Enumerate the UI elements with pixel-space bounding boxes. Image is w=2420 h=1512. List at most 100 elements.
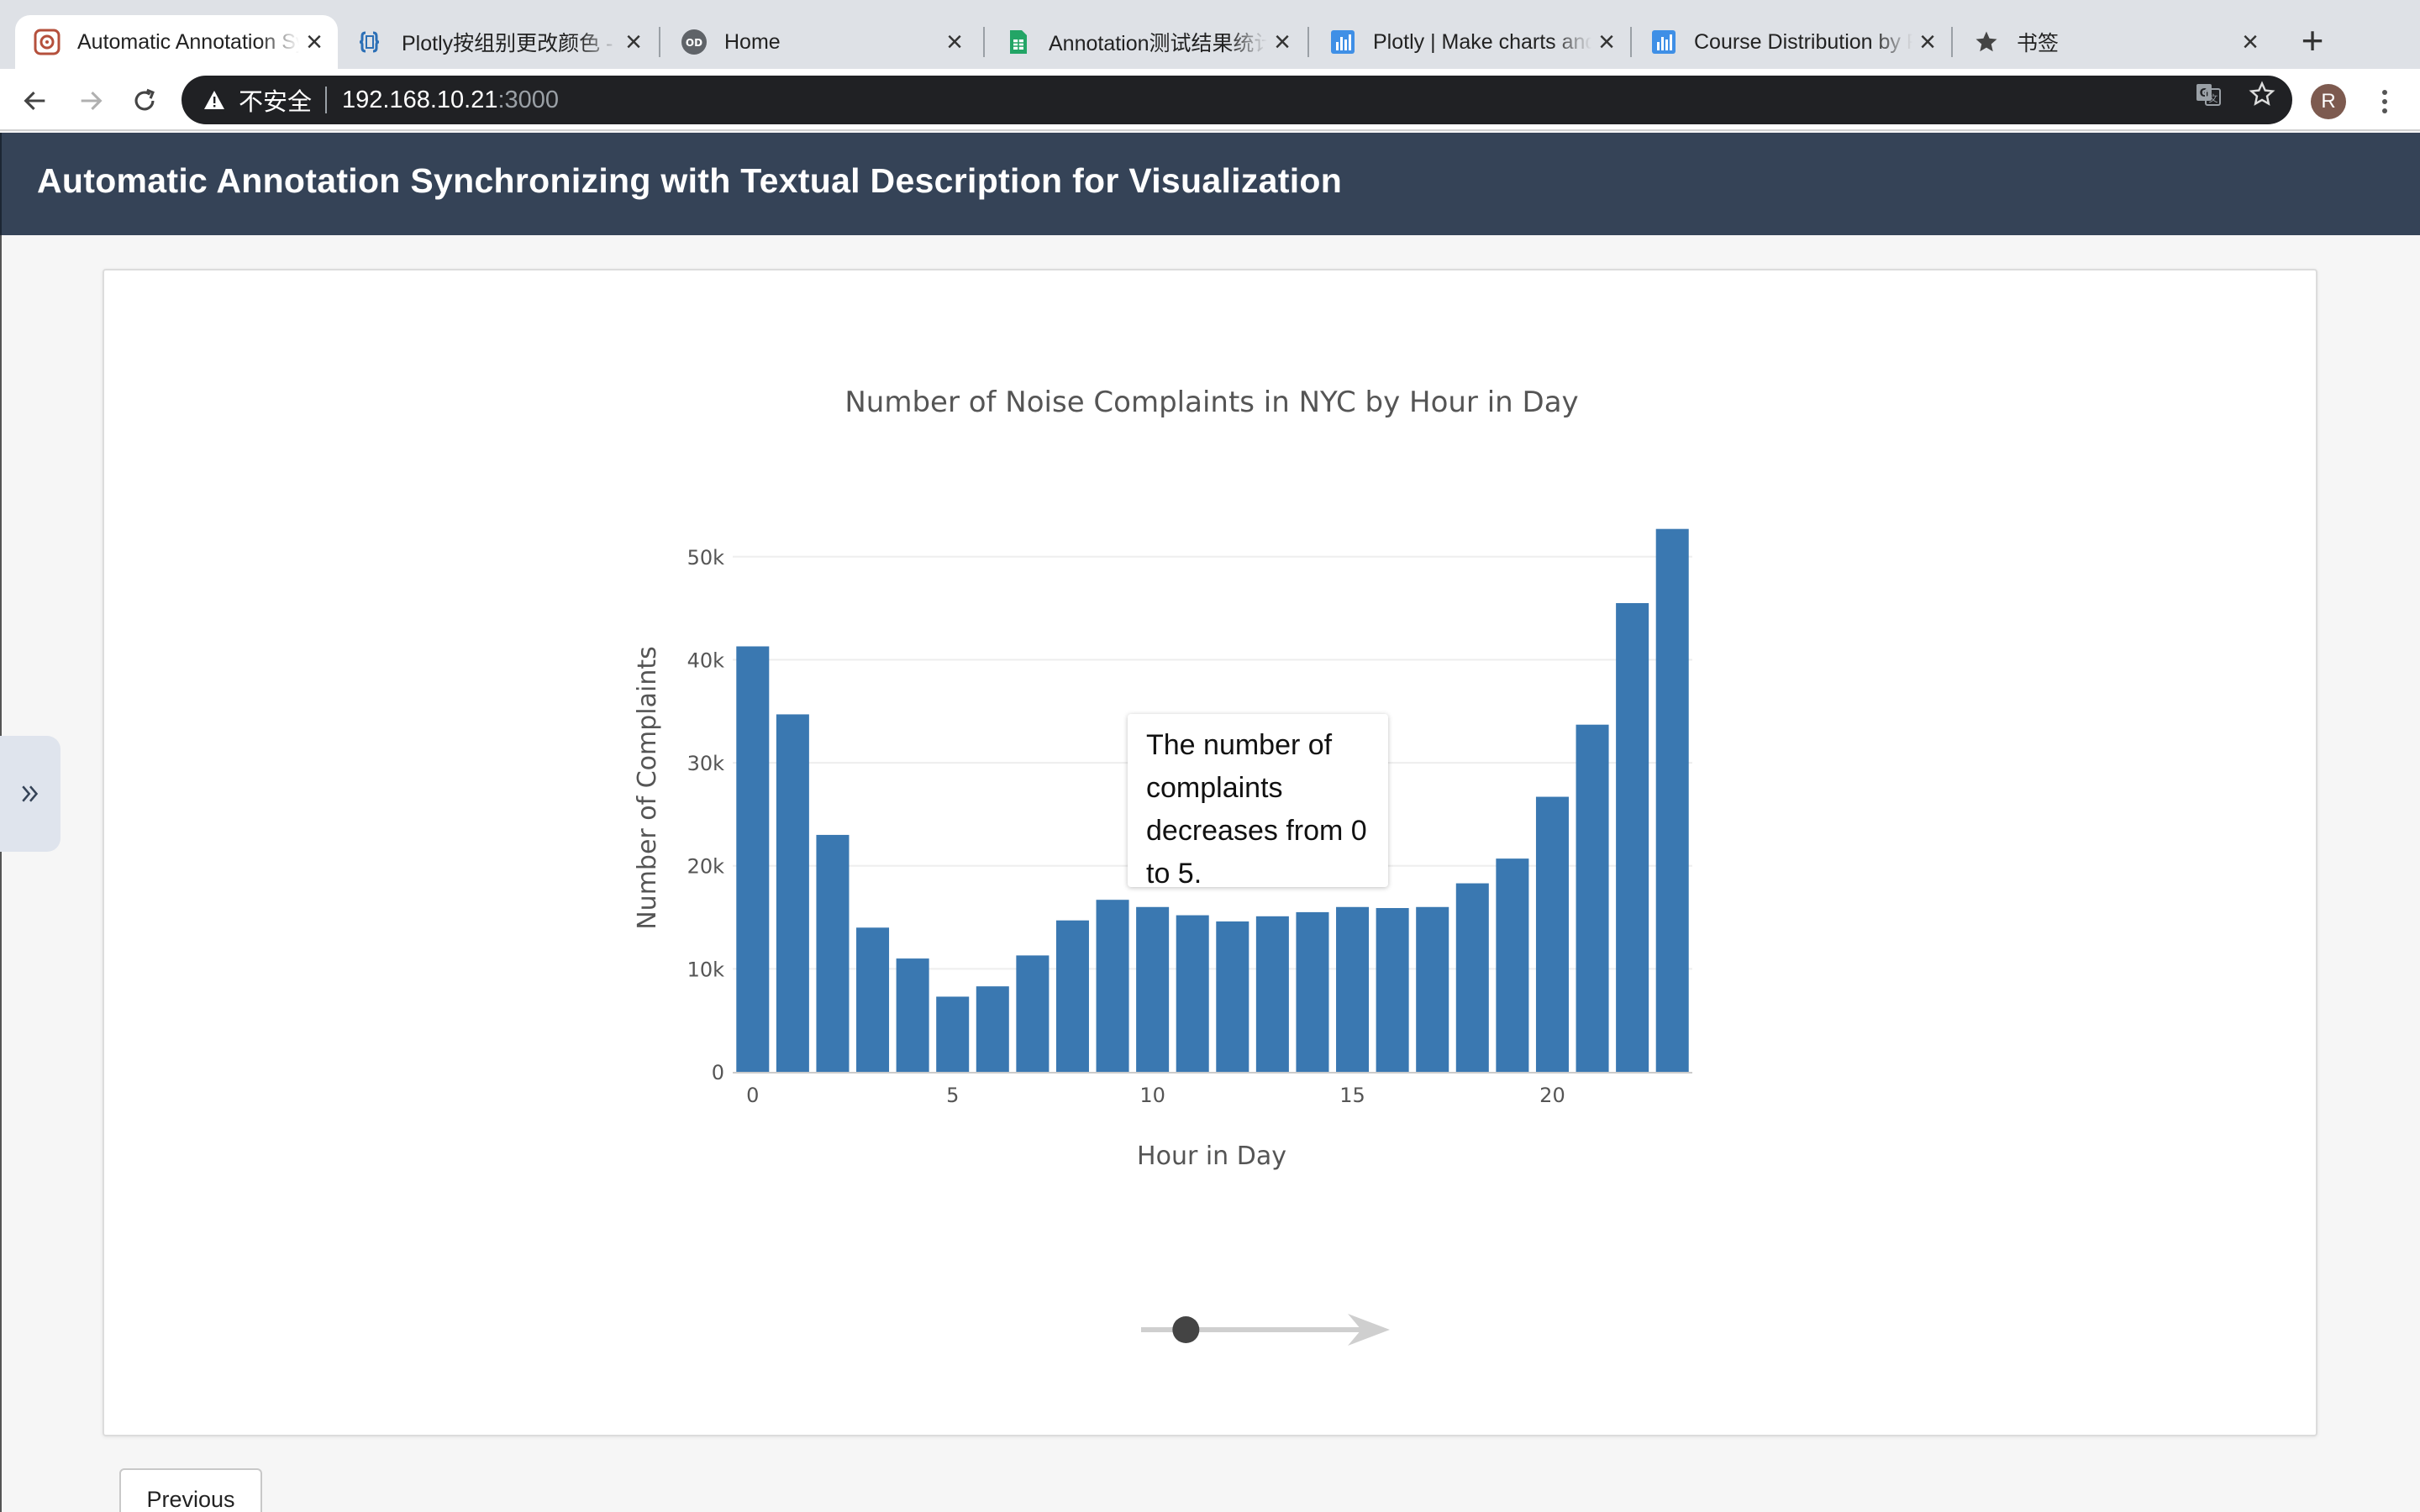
- tab-title: Course Distribution by F: [1694, 29, 1912, 54]
- tab-course-distribution[interactable]: Course Distribution by F ×: [1632, 15, 1951, 69]
- bar[interactable]: [1376, 908, 1409, 1072]
- app-header: Automatic Annotation Synchronizing with …: [0, 133, 2420, 235]
- close-icon[interactable]: ×: [306, 25, 323, 58]
- close-icon[interactable]: ×: [946, 25, 963, 58]
- bar[interactable]: [1216, 921, 1249, 1072]
- chart-icon: [1328, 27, 1358, 57]
- bar[interactable]: [1655, 528, 1689, 1072]
- bar[interactable]: [1336, 906, 1370, 1072]
- bar[interactable]: [1455, 883, 1489, 1072]
- bar[interactable]: [1416, 906, 1449, 1072]
- tab-title: Automatic Annotation Synchronizing: [77, 29, 299, 54]
- progress-arrow-icon: [1348, 1314, 1390, 1346]
- reload-button[interactable]: [126, 82, 163, 119]
- bar[interactable]: [1255, 916, 1289, 1072]
- reload-icon: [134, 88, 155, 111]
- browser-menu-button[interactable]: [2370, 84, 2400, 119]
- forward-button[interactable]: [72, 82, 109, 119]
- y-tick-label: 10k: [687, 958, 725, 981]
- close-icon[interactable]: ×: [1274, 25, 1291, 58]
- tab-home[interactable]: OD Home ×: [662, 15, 978, 69]
- x-tick-labels: 0 5 10 15 20: [746, 1084, 1565, 1107]
- y-tick-labels: 0 10k 20k 30k 40k 50k: [687, 546, 725, 1084]
- tab-automatic-annotation[interactable]: Automatic Annotation Synchronizing ×: [15, 15, 338, 69]
- sidebar-toggle-button[interactable]: [0, 736, 60, 852]
- tab-title: Home: [724, 29, 781, 54]
- bar[interactable]: [1016, 955, 1050, 1072]
- tab-separator: [659, 27, 660, 57]
- tab-strip: Automatic Annotation Synchronizing × Plo…: [0, 0, 2420, 69]
- y-axis-title: Number of Complaints: [633, 646, 662, 930]
- y-tick-label: 30k: [687, 752, 725, 775]
- x-tick-label: 15: [1339, 1084, 1365, 1107]
- back-button[interactable]: [17, 82, 54, 119]
- bar[interactable]: [936, 996, 970, 1072]
- address-bar[interactable]: 不安全 192.168.10.21:3000: [182, 76, 2292, 124]
- close-icon[interactable]: ×: [1598, 25, 1615, 58]
- bar[interactable]: [1616, 602, 1649, 1072]
- progress-handle[interactable]: [1172, 1316, 1200, 1343]
- app-logo-icon: [32, 27, 62, 57]
- chart-title: Number of Noise Complaints in NYC by Hou…: [844, 386, 1578, 419]
- tab-bookmarks[interactable]: 书签 ×: [1954, 15, 2274, 69]
- x-tick-label: 10: [1139, 1084, 1165, 1107]
- tab-title: Plotly按组别更改颜色 -: [402, 32, 613, 55]
- y-tick-label: 0: [712, 1061, 724, 1084]
- tab-separator: [1630, 27, 1632, 57]
- annotation-callout: The number of complaints decreases from …: [1128, 714, 1388, 890]
- tab-title: 书签: [2017, 32, 2060, 55]
- bar[interactable]: [1096, 900, 1129, 1072]
- bar-chart: Number of Noise Complaints in NYC by Hou…: [633, 386, 1692, 1171]
- bar[interactable]: [816, 834, 850, 1072]
- bar[interactable]: [976, 986, 1009, 1072]
- bar[interactable]: [1576, 724, 1609, 1072]
- bar[interactable]: [896, 958, 929, 1072]
- tab-annotation-results[interactable]: Annotation测试结果统计 ×: [986, 15, 1306, 69]
- tab-title: Annotation测试结果统计: [1049, 32, 1267, 55]
- svg-text:文: 文: [2209, 92, 2218, 104]
- close-icon[interactable]: ×: [1919, 25, 1936, 58]
- y-tick-label: 20k: [687, 855, 725, 879]
- security-label: 不安全: [239, 89, 313, 116]
- tab-plotly-make-charts[interactable]: Plotly | Make charts and ×: [1311, 15, 1630, 69]
- bar[interactable]: [736, 646, 770, 1072]
- tab-plotly-color[interactable]: Plotly按组别更改颜色 - ×: [339, 15, 657, 69]
- bar[interactable]: [1535, 796, 1569, 1072]
- bars: [736, 528, 1689, 1072]
- x-tick-label: 5: [946, 1084, 959, 1107]
- svg-text:OD: OD: [686, 37, 702, 49]
- tab-title: Plotly | Make charts and: [1373, 29, 1591, 54]
- bar[interactable]: [1296, 911, 1329, 1072]
- step-progress-slider[interactable]: [1141, 1309, 1410, 1351]
- bar[interactable]: [1055, 920, 1089, 1072]
- bar[interactable]: [776, 714, 809, 1072]
- tab-separator: [1307, 27, 1309, 57]
- bar[interactable]: [1176, 915, 1209, 1072]
- chart-icon: [1649, 27, 1679, 57]
- new-tab-button[interactable]: +: [2301, 18, 2324, 62]
- y-tick-label: 40k: [687, 648, 725, 672]
- star-outline-icon: [2249, 81, 2275, 106]
- address-divider: [325, 87, 328, 113]
- close-icon[interactable]: ×: [625, 25, 642, 58]
- bookmark-star-button[interactable]: [2245, 77, 2279, 111]
- previous-button[interactable]: Previous: [119, 1468, 262, 1512]
- tab-separator: [983, 27, 985, 57]
- x-axis-title: Hour in Day: [1137, 1142, 1286, 1171]
- double-chevron-right-icon: [22, 785, 39, 802]
- url-host: 192.168.10.21: [342, 86, 498, 113]
- bar[interactable]: [856, 927, 890, 1072]
- close-icon[interactable]: ×: [2242, 25, 2259, 58]
- tab-separator: [1951, 27, 1953, 57]
- code-file-icon: [356, 27, 387, 57]
- x-tick-label: 20: [1539, 1084, 1565, 1107]
- y-tick-label: 50k: [687, 546, 725, 570]
- bar[interactable]: [1496, 858, 1529, 1072]
- url-port: :3000: [497, 86, 560, 113]
- bar[interactable]: [1136, 906, 1170, 1072]
- warning-icon: [202, 87, 227, 113]
- profile-avatar[interactable]: R: [2311, 84, 2346, 119]
